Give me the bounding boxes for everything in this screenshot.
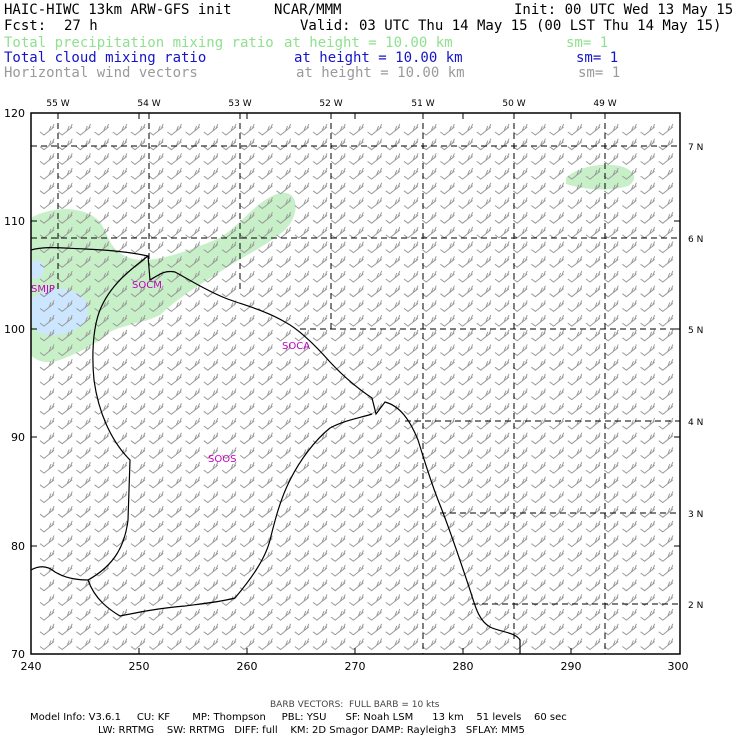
y-tick-label: 120	[4, 107, 25, 120]
lat-labels: 7 N 6 N 5 N 4 N 3 N 2 N	[688, 143, 703, 611]
x-tick-label: 280	[453, 660, 474, 673]
y-axis-ticks	[31, 112, 680, 655]
valid-time: Valid: 03 UTC Thu 14 May 15 (00 LST Thu …	[300, 18, 722, 34]
x-tick-labels: 240 250 260 270 280 290 300	[21, 660, 689, 673]
country-borders	[30, 247, 521, 654]
station-label: SOCA	[282, 341, 310, 352]
y-tick-label: 70	[11, 648, 25, 661]
x-axis-ticks	[30, 113, 681, 654]
wind-barb-field	[39, 123, 674, 651]
station-label: SOOS	[208, 454, 236, 465]
lon-labels: 55 W 54 W 53 W 52 W 51 W 50 W 49 W	[46, 99, 616, 109]
lat-label: 6 N	[688, 235, 703, 245]
lon-label: 49 W	[593, 99, 616, 109]
lat-label: 2 N	[688, 601, 703, 611]
wind-barbs	[39, 123, 674, 651]
model-info-line2: LW: RRTMG SW: RRTMG DIFF: full KM: 2D Sm…	[98, 725, 525, 736]
lat-label: 7 N	[688, 143, 703, 153]
field-height-cloud: at height = 10.00 km	[294, 50, 463, 66]
lon-label: 51 W	[411, 99, 434, 109]
field-sm-cloud: sm= 1	[576, 50, 619, 66]
field-name-precip: Total precipitation mixing ratio	[4, 35, 274, 51]
barb-note: BARB VECTORS: FULL BARB = 10 kts	[270, 700, 440, 710]
model-title: HAIC-HIWC 13km ARW-GFS init	[4, 2, 232, 18]
latlon-grid	[31, 113, 680, 654]
x-tick-label: 300	[668, 660, 689, 673]
field-name-wind: Horizontal wind vectors	[4, 65, 198, 81]
lon-label: 50 W	[502, 99, 525, 109]
station-label: SOCM	[132, 280, 162, 291]
fcst-value: 27 h	[64, 18, 98, 34]
fcst-label: Fcst:	[4, 18, 47, 34]
y-tick-label: 100	[4, 323, 25, 336]
x-tick-label: 240	[21, 660, 42, 673]
station-label: SMJP	[31, 284, 55, 295]
field-name-cloud: Total cloud mixing ratio	[4, 50, 207, 66]
lon-label: 53 W	[228, 99, 251, 109]
y-tick-labels: 70 80 90 100 110 120	[4, 107, 25, 661]
init-time: Init: 00 UTC Wed 13 May 15	[514, 2, 734, 18]
x-tick-label: 250	[129, 660, 150, 673]
lon-label: 54 W	[137, 99, 160, 109]
lat-label: 5 N	[688, 326, 703, 336]
y-tick-label: 110	[4, 215, 25, 228]
field-height-wind: at height = 10.00 km	[296, 65, 465, 81]
org-label: NCAR/MMM	[274, 2, 342, 18]
y-tick-label: 90	[11, 431, 25, 444]
x-tick-label: 260	[237, 660, 258, 673]
x-tick-label: 270	[345, 660, 366, 673]
field-height-precip: at height = 10.00 km	[284, 35, 453, 51]
lat-label: 3 N	[688, 510, 703, 520]
model-info-line1: Model Info: V3.6.1 CU: KF MP: Thompson P…	[30, 712, 567, 723]
y-tick-label: 80	[11, 540, 25, 553]
lon-label: 52 W	[319, 99, 342, 109]
stations: SMJP SOCM SOCA SOOS	[31, 280, 310, 465]
x-tick-label: 290	[561, 660, 582, 673]
lon-label: 55 W	[46, 99, 69, 109]
field-sm-precip: sm= 1	[566, 35, 609, 51]
field-sm-wind: sm= 1	[578, 65, 621, 81]
lat-label: 4 N	[688, 418, 703, 428]
